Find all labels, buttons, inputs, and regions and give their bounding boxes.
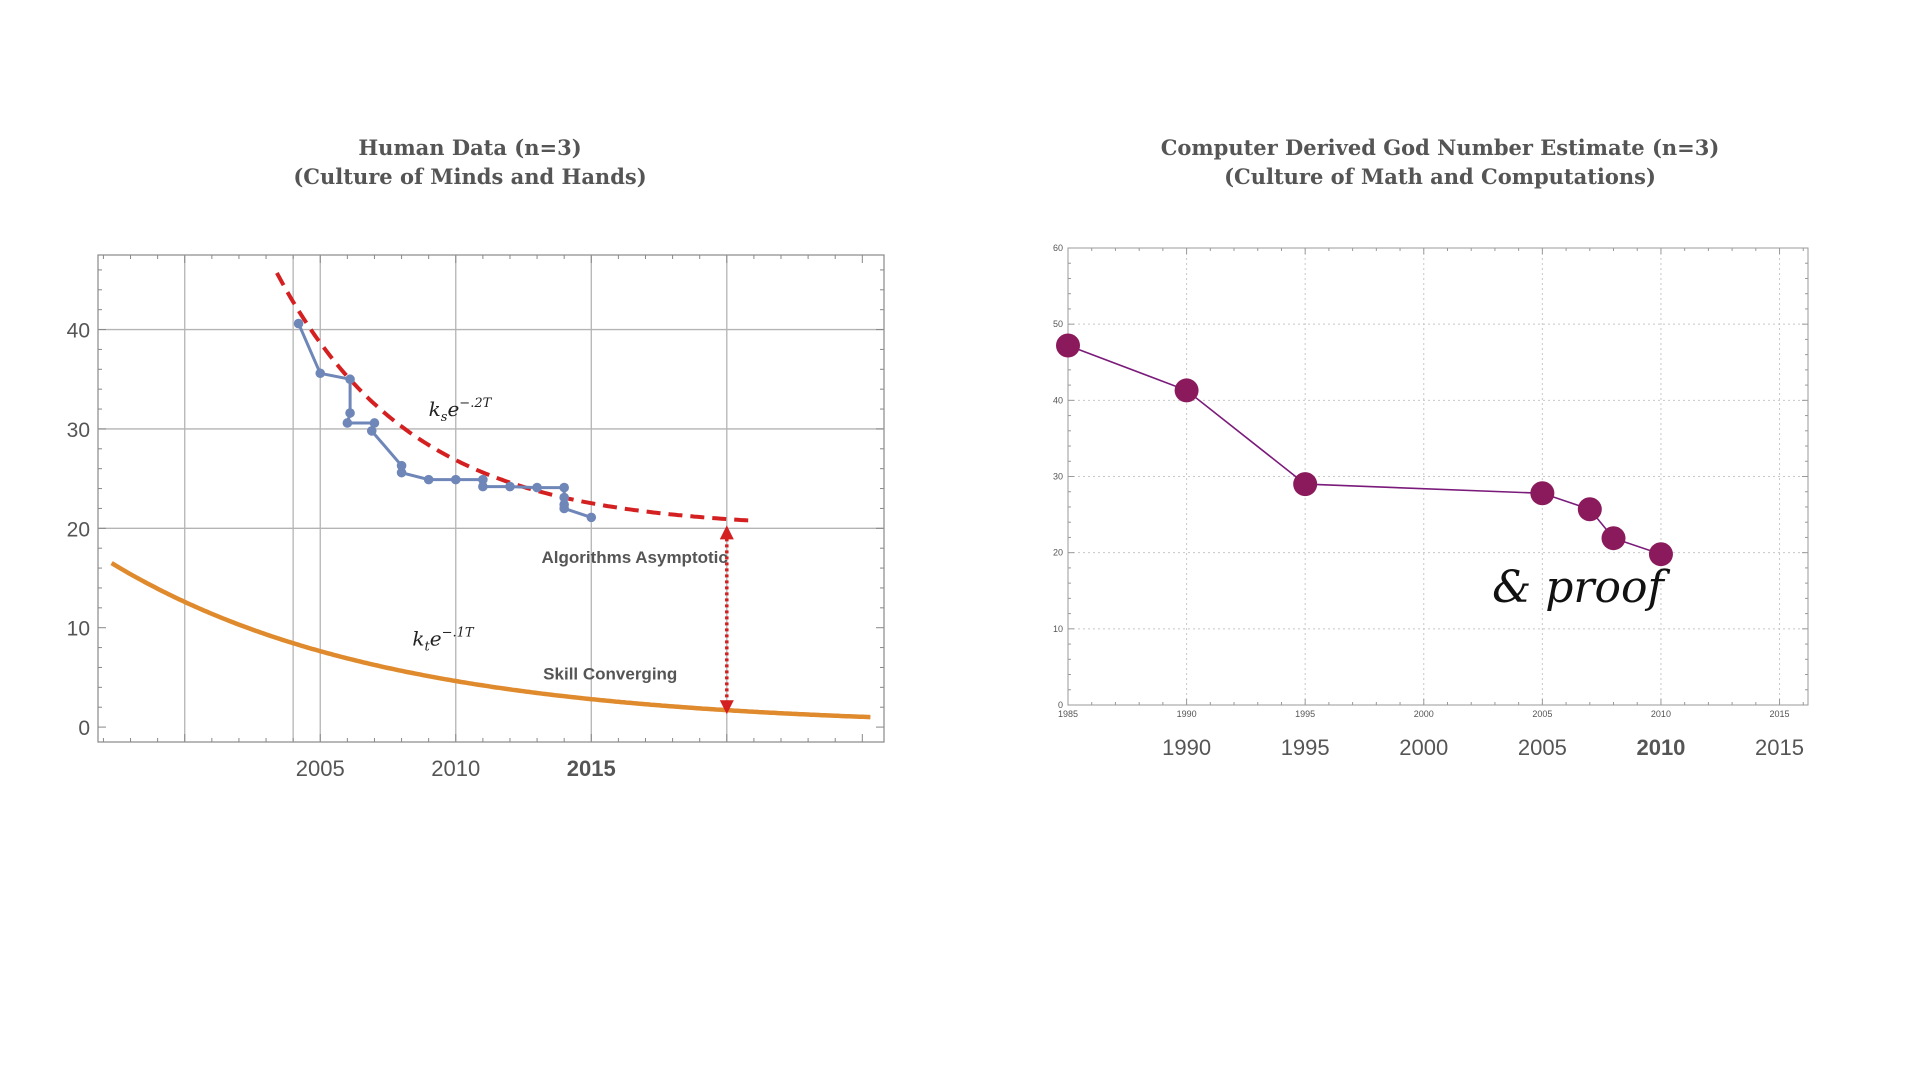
skill-converging-curve	[110, 561, 871, 720]
left-chart-title-line2: (Culture of Minds and Hands)	[293, 164, 647, 189]
human-data-point	[396, 460, 407, 471]
right-y-tick-label: 10	[1053, 624, 1063, 634]
right-x-tick-label-large: 1990	[1162, 735, 1211, 760]
left-x-tick-label: 2010	[431, 756, 480, 781]
algorithms-fit-dashed-curve	[275, 271, 755, 523]
human-data-point	[345, 374, 355, 385]
right-y-tick-label: 40	[1053, 395, 1063, 405]
left-y-tick-label: 30	[67, 419, 90, 442]
right-y-tick-label: 50	[1053, 319, 1063, 329]
god-number-point	[1601, 526, 1626, 551]
right-y-tick-label: 20	[1053, 548, 1063, 558]
human-data-point	[342, 418, 353, 428]
left-y-tick-label: 10	[67, 618, 90, 641]
left-y-tick-label: 0	[78, 717, 90, 740]
left-y-tick-label: 40	[67, 320, 90, 343]
formula-label: kte−.1T	[412, 626, 474, 655]
human-data-point	[559, 503, 569, 514]
right-y-tick-label: 60	[1053, 243, 1063, 253]
god-number-point	[1530, 481, 1555, 506]
human-data-point	[505, 481, 515, 492]
right-x-tick-label-small: 1985	[1058, 709, 1078, 719]
human-data-point	[559, 482, 569, 493]
human-data-point	[450, 474, 461, 485]
left-y-tick-label: 20	[67, 518, 90, 541]
human-data-point	[532, 482, 542, 493]
human-data-point	[478, 481, 488, 492]
right-x-tick-label-small: 2015	[1770, 709, 1790, 719]
human-data-point	[315, 368, 326, 379]
human-data-point	[366, 426, 377, 436]
proof-annotation: & proof	[1492, 562, 1670, 613]
right-x-tick-label-large: 2015	[1755, 735, 1804, 760]
left-chart-title: Human Data (n=3) (Culture of Minds and H…	[170, 133, 770, 191]
human-data-point	[586, 512, 597, 523]
left-chart-title-line1: Human Data (n=3)	[358, 135, 582, 160]
right-x-tick-label-small: 2005	[1532, 709, 1552, 719]
left-annotation: Algorithms Asymptotic	[541, 548, 727, 567]
human-data-point	[423, 474, 434, 485]
formula-label: kse−.2T	[429, 396, 493, 425]
right-chart-title-line1: Computer Derived God Number Estimate (n=…	[1160, 135, 1720, 160]
right-y-tick-label: 30	[1053, 472, 1063, 482]
right-chart: 0 10 20 30 40 50 60 1985 1990 1995 2000 2005 2010 201…	[1053, 243, 1809, 760]
left-annotation: Skill Converging	[543, 664, 677, 683]
god-number-point	[1056, 333, 1080, 358]
right-x-tick-label-large: 2005	[1518, 735, 1567, 760]
right-chart-title-line2: (Culture of Math and Computations)	[1224, 164, 1656, 189]
right-x-tick-label-large: 1995	[1281, 735, 1330, 760]
left-plot-frame	[97, 254, 885, 743]
right-chart-title: Computer Derived God Number Estimate (n=…	[1120, 133, 1760, 191]
god-number-point	[1577, 497, 1602, 522]
right-x-tick-label-large: 2010	[1636, 735, 1685, 760]
left-x-tick-label: 2015	[567, 756, 616, 781]
human-data-point	[396, 467, 407, 478]
human-data-point	[345, 408, 355, 418]
right-x-tick-label-small: 1995	[1295, 709, 1315, 719]
right-y-tick-label: 0	[1058, 700, 1063, 710]
right-x-tick-label-small: 1990	[1177, 709, 1197, 719]
god-number-point	[1293, 472, 1318, 497]
human-data-point	[293, 318, 304, 329]
left-x-tick-label: 2005	[296, 756, 345, 781]
left-chart: 0 10 20 30 40 2005 2010 2015 Algorithms Asymptot…	[67, 254, 885, 781]
right-x-tick-label-small: 2000	[1414, 709, 1434, 719]
god-number-point	[1648, 542, 1673, 567]
god-number-point	[1174, 378, 1199, 403]
human-data-point	[369, 418, 380, 428]
right-x-tick-label-small: 2010	[1651, 709, 1671, 719]
human-data-point	[559, 492, 569, 503]
human-data-point	[478, 474, 488, 485]
right-x-tick-label-large: 2000	[1399, 735, 1448, 760]
